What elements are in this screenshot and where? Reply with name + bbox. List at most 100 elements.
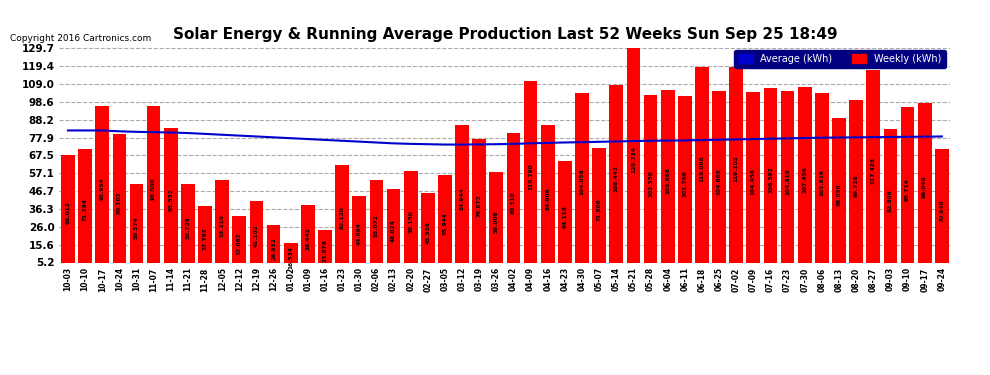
Text: 104.456: 104.456	[750, 168, 755, 195]
Bar	[918, 103, 932, 272]
Bar	[95, 106, 109, 272]
Text: 95.714: 95.714	[905, 178, 910, 201]
Bar	[130, 184, 144, 272]
Text: 53.210: 53.210	[220, 214, 225, 237]
Text: 76.872: 76.872	[477, 194, 482, 217]
Bar	[661, 90, 674, 272]
Text: 41.102: 41.102	[254, 225, 259, 248]
Text: 44.064: 44.064	[356, 222, 361, 245]
Bar	[507, 134, 521, 272]
Bar	[781, 91, 794, 272]
Bar	[164, 128, 177, 272]
Bar	[884, 129, 897, 272]
Bar	[678, 96, 692, 272]
Bar	[352, 196, 366, 272]
Text: 32.062: 32.062	[237, 232, 242, 255]
Text: 71.394: 71.394	[82, 199, 87, 222]
Bar	[935, 150, 948, 272]
Legend: Average (kWh), Weekly (kWh): Average (kWh), Weekly (kWh)	[735, 50, 945, 68]
Bar	[849, 100, 863, 272]
Text: 105.668: 105.668	[665, 167, 670, 194]
Bar	[472, 139, 486, 272]
Bar	[592, 148, 606, 272]
Bar	[524, 81, 538, 272]
Bar	[369, 180, 383, 272]
Text: 23.878: 23.878	[323, 240, 328, 262]
Text: 68.012: 68.012	[65, 202, 70, 224]
Text: 117.426: 117.426	[871, 157, 876, 184]
Bar	[421, 193, 435, 272]
Bar	[387, 189, 400, 272]
Bar	[318, 230, 332, 272]
Bar	[763, 88, 777, 272]
Text: 37.792: 37.792	[203, 228, 208, 251]
Text: 84.906: 84.906	[545, 187, 550, 210]
Text: 26.932: 26.932	[271, 237, 276, 260]
Text: Copyright 2016 Cartronics.com: Copyright 2016 Cartronics.com	[10, 34, 151, 43]
Bar	[558, 161, 572, 272]
Text: 103.816: 103.816	[820, 169, 825, 196]
Title: Solar Energy & Running Average Production Last 52 Weeks Sun Sep 25 18:49: Solar Energy & Running Average Productio…	[172, 27, 838, 42]
Bar	[301, 206, 315, 272]
Text: 101.766: 101.766	[682, 171, 687, 197]
Bar	[181, 184, 195, 272]
Bar	[455, 125, 469, 272]
Text: 108.442: 108.442	[614, 165, 619, 192]
Bar	[575, 93, 589, 272]
Bar	[489, 172, 503, 272]
Bar	[815, 93, 829, 272]
Bar	[61, 154, 75, 272]
Bar	[439, 175, 451, 272]
Text: 16.534: 16.534	[288, 246, 293, 268]
Bar	[627, 48, 641, 272]
Bar	[336, 165, 348, 272]
Bar	[833, 118, 845, 272]
Bar	[866, 69, 880, 272]
Bar	[113, 134, 127, 272]
Text: 104.668: 104.668	[717, 168, 722, 195]
Text: 129.734: 129.734	[631, 147, 636, 173]
Bar	[610, 85, 623, 272]
Text: 64.118: 64.118	[562, 205, 567, 228]
Text: 119.098: 119.098	[700, 156, 705, 182]
Text: 55.944: 55.944	[443, 212, 447, 235]
Bar	[284, 243, 298, 272]
Bar	[730, 67, 743, 272]
Bar	[78, 149, 92, 272]
Text: 50.574: 50.574	[134, 217, 139, 239]
Text: 83.552: 83.552	[168, 188, 173, 211]
Text: 62.120: 62.120	[340, 207, 345, 230]
Text: 53.072: 53.072	[374, 214, 379, 237]
Bar	[198, 207, 212, 272]
Bar	[404, 171, 418, 272]
Text: 99.726: 99.726	[853, 174, 858, 197]
Text: 102.358: 102.358	[648, 170, 653, 197]
Text: 58.008: 58.008	[494, 210, 499, 233]
Text: 104.816: 104.816	[785, 168, 790, 195]
Bar	[644, 96, 657, 272]
Text: 98.040: 98.040	[923, 176, 928, 198]
Bar	[901, 107, 915, 272]
Text: 38.442: 38.442	[305, 227, 310, 250]
Bar	[216, 180, 229, 272]
Text: 80.310: 80.310	[511, 191, 516, 214]
Text: 89.036: 89.036	[837, 184, 842, 206]
Text: 84.944: 84.944	[459, 187, 464, 210]
Bar	[266, 225, 280, 272]
Text: 95.954: 95.954	[100, 178, 105, 200]
Text: 110.790: 110.790	[528, 163, 533, 189]
Bar	[746, 92, 760, 272]
Text: 119.102: 119.102	[734, 156, 739, 182]
Bar	[233, 216, 247, 272]
Text: 106.592: 106.592	[768, 166, 773, 193]
Bar	[249, 201, 263, 272]
Text: 70.940: 70.940	[940, 199, 944, 222]
Text: 71.806: 71.806	[597, 198, 602, 221]
Bar	[147, 106, 160, 272]
Text: 48.024: 48.024	[391, 219, 396, 242]
Text: 104.058: 104.058	[579, 169, 584, 195]
Text: 82.806: 82.806	[888, 189, 893, 211]
Text: 45.536: 45.536	[426, 221, 431, 244]
Text: 107.456: 107.456	[802, 166, 807, 192]
Bar	[695, 67, 709, 272]
